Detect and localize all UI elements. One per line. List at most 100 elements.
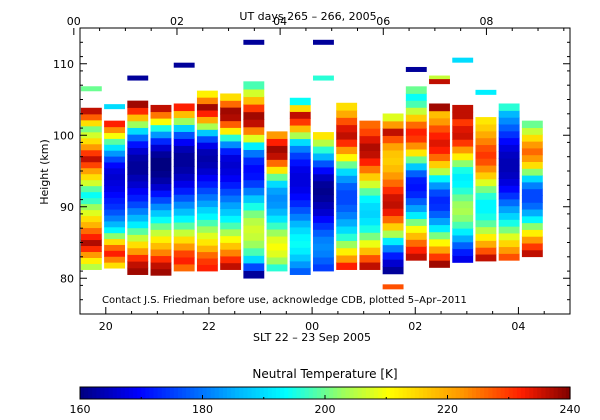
chart-title: UT days 265 – 266, 2005	[239, 10, 376, 23]
heatmap-cell	[243, 262, 265, 271]
heatmap-cell	[196, 225, 218, 233]
heatmap-cell	[266, 263, 288, 272]
heatmap-cell	[452, 180, 474, 188]
heatmap-cell	[405, 148, 427, 157]
colorbar-segment	[206, 387, 212, 399]
heatmap-column-6	[220, 93, 242, 270]
heatmap-cell	[359, 247, 381, 256]
heatmap-cell	[80, 113, 102, 121]
colorbar-segment	[178, 387, 183, 399]
heatmap-cell	[266, 249, 288, 258]
heatmap-cell	[173, 263, 195, 272]
heatmap-cell	[336, 160, 358, 169]
heatmap-cell	[220, 215, 242, 223]
heatmap-cell	[336, 175, 358, 184]
heatmap-cell	[313, 139, 334, 147]
colorbar-segment	[484, 387, 489, 399]
heatmap-cell	[127, 167, 149, 175]
heatmap-column-5	[196, 90, 218, 272]
heatmap-cell	[220, 100, 242, 108]
colorbar-segment	[549, 387, 555, 399]
heatmap-cell	[127, 134, 149, 142]
heatmap-cell	[359, 202, 381, 211]
colorbar-segment	[157, 387, 163, 399]
heatmap-cell	[452, 166, 474, 174]
heatmap-cell	[452, 193, 474, 202]
colorbar-segment	[443, 387, 449, 399]
heatmap-cell	[243, 104, 265, 113]
heatmap-cell	[521, 168, 543, 176]
colorbar-segment	[153, 387, 159, 399]
heatmap-cell	[382, 128, 404, 136]
heatmap-cell	[475, 123, 497, 132]
heatmap-cell	[475, 219, 497, 228]
heatmap-cell	[266, 145, 288, 153]
heatmap-cell	[452, 200, 474, 209]
colorbar-segment	[308, 387, 314, 399]
heatmap-cell	[475, 226, 497, 235]
heatmap-cell	[452, 234, 474, 243]
heatmap-cell	[452, 57, 474, 63]
heatmap-cell	[80, 86, 102, 92]
colorbar-segment	[504, 387, 510, 399]
x-bottom-tick-label: 00	[305, 320, 319, 333]
heatmap-cell	[80, 167, 102, 175]
heatmap-cell	[429, 131, 450, 140]
heatmap-cell	[127, 227, 149, 235]
heatmap-cell	[405, 114, 427, 122]
colorbar-segment	[284, 387, 289, 399]
colorbar-segment	[124, 387, 130, 399]
heatmap-cell	[313, 222, 334, 230]
heatmap-cell	[405, 169, 427, 178]
colorbar-segment	[565, 387, 571, 399]
heatmap-cell	[80, 203, 102, 211]
heatmap-cell	[243, 81, 265, 90]
colorbar-segment	[210, 387, 216, 399]
heatmap-cell	[382, 171, 404, 180]
heatmap-cell	[498, 164, 520, 173]
colorbar-segment	[533, 387, 538, 399]
heatmap-cell	[80, 131, 102, 139]
heatmap-cell	[452, 159, 474, 168]
heatmap-cell	[150, 137, 172, 145]
heatmap-cell	[243, 172, 265, 181]
heatmap-cell	[243, 126, 265, 135]
heatmap-cell	[266, 222, 288, 230]
colorbar: 160 180 200 220 240	[70, 386, 581, 416]
heatmap-cell	[313, 201, 334, 209]
heatmap-cell	[498, 110, 520, 118]
heatmap-cell	[498, 123, 520, 132]
heatmap-cell	[405, 93, 427, 101]
heatmap-cell	[266, 152, 288, 160]
heatmap-cell	[336, 110, 358, 118]
heatmap-cell	[127, 174, 149, 182]
heatmap-cell	[80, 251, 102, 258]
colorbar-segment	[463, 387, 469, 399]
heatmap-cell	[127, 140, 149, 148]
heatmap-cell	[313, 229, 334, 237]
heatmap-cell	[127, 247, 149, 255]
heatmap-cell	[429, 181, 450, 190]
heatmap-cell	[80, 245, 102, 253]
colorbar-segment	[512, 387, 518, 399]
heatmap-cell	[243, 156, 265, 166]
colorbar-segment	[402, 387, 408, 399]
colorbar-segment	[496, 387, 502, 399]
heatmap-cell	[289, 247, 311, 255]
heatmap-cell	[289, 111, 311, 119]
heatmap-cell	[150, 268, 172, 276]
heatmap-cell	[150, 157, 172, 165]
colorbar-segment	[431, 387, 436, 399]
heatmap-cell	[196, 122, 218, 130]
heatmap-cell	[104, 262, 125, 269]
heatmap-cell	[336, 233, 358, 241]
heatmap-cell	[104, 214, 125, 222]
colorbar-segment	[222, 387, 228, 399]
heatmap-cell	[405, 225, 427, 233]
heatmap-cell	[173, 256, 195, 265]
colorbar-segment	[467, 387, 473, 399]
heatmap-cell	[173, 124, 195, 132]
heatmap-cell	[429, 203, 450, 211]
heatmap-cell	[150, 229, 172, 237]
heatmap-cell	[521, 120, 543, 129]
